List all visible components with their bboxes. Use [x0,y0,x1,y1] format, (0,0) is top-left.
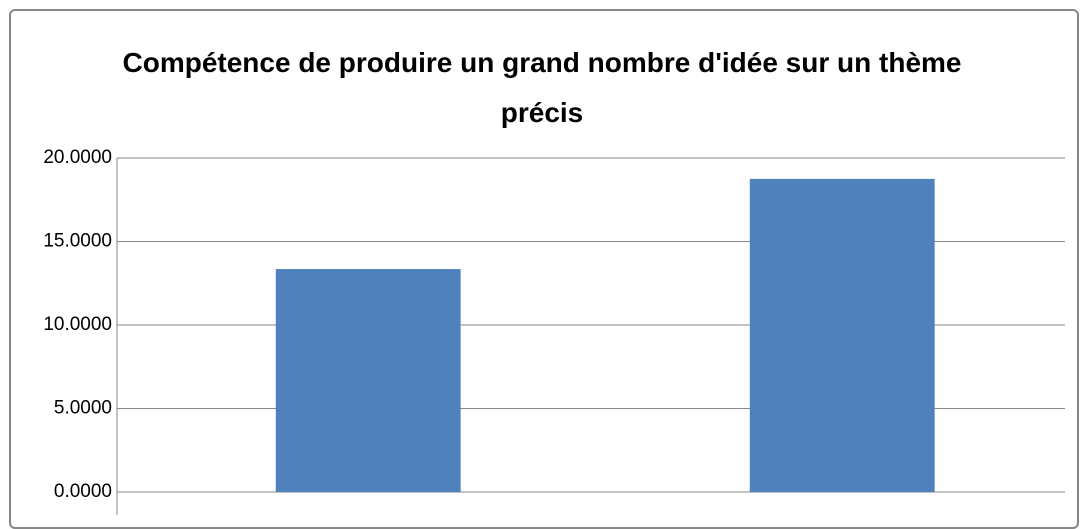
page: Compétence de produire un grand nombre d… [9,9,1079,529]
y-tick-label: 5.0000 [54,398,112,419]
chart-title: Compétence de produire un grand nombre d… [122,47,962,128]
y-tick-label: 20.0000 [43,147,112,168]
bar [275,269,461,492]
chart: 0.0000 5.0000 10.0000 15.0000 20.0000 [43,147,1065,515]
bar [749,178,935,492]
y-tick-label: 0.0000 [54,481,112,502]
y-tick-label: 15.0000 [43,231,112,252]
y-tick-label: 10.0000 [43,314,112,335]
